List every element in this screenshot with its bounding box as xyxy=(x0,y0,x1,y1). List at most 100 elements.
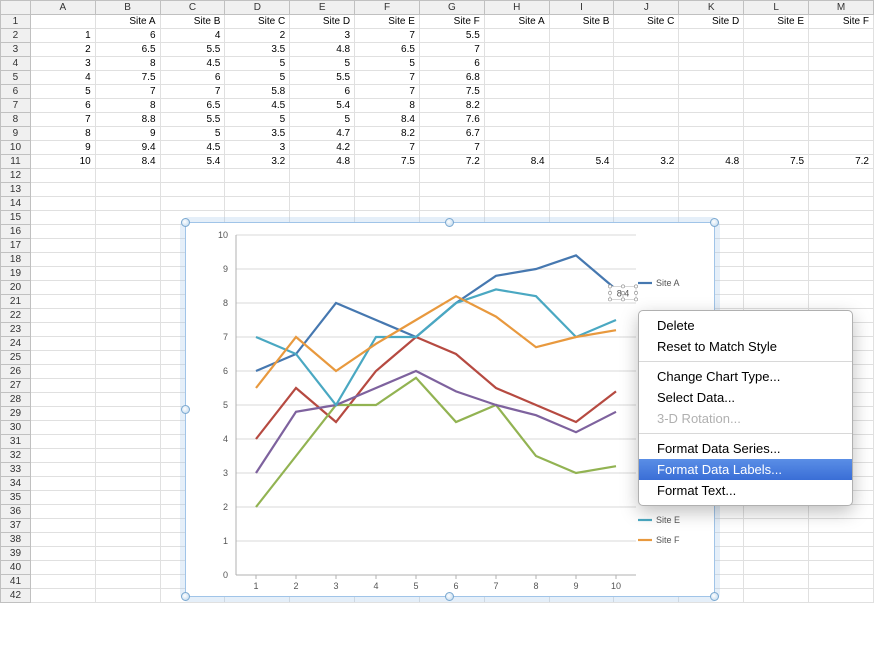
cell-A12[interactable] xyxy=(30,169,95,183)
col-header-B[interactable]: B xyxy=(95,1,160,15)
cell-B35[interactable] xyxy=(95,491,160,505)
cell-H4[interactable] xyxy=(484,57,549,71)
cell-J4[interactable] xyxy=(614,57,679,71)
row-header-3[interactable]: 3 xyxy=(1,43,31,57)
cell-I13[interactable] xyxy=(549,183,614,197)
menu-item-format-data-labels[interactable]: Format Data Labels... xyxy=(639,459,852,480)
cell-F10[interactable]: 7 xyxy=(355,141,420,155)
cell-B41[interactable] xyxy=(95,575,160,589)
row-header-42[interactable]: 42 xyxy=(1,589,31,603)
cell-H7[interactable] xyxy=(484,99,549,113)
cell-I14[interactable] xyxy=(549,197,614,211)
cell-B38[interactable] xyxy=(95,533,160,547)
cell-E7[interactable]: 5.4 xyxy=(290,99,355,113)
cell-B29[interactable] xyxy=(95,407,160,421)
cell-B22[interactable] xyxy=(95,309,160,323)
cell-L18[interactable] xyxy=(744,253,809,267)
cell-L5[interactable] xyxy=(744,71,809,85)
cell-B26[interactable] xyxy=(95,365,160,379)
cell-I7[interactable] xyxy=(549,99,614,113)
cell-M40[interactable] xyxy=(809,561,874,575)
cell-B16[interactable] xyxy=(95,225,160,239)
cell-A16[interactable] xyxy=(30,225,95,239)
cell-H6[interactable] xyxy=(484,85,549,99)
cell-J10[interactable] xyxy=(614,141,679,155)
cell-I12[interactable] xyxy=(549,169,614,183)
cell-B8[interactable]: 8.8 xyxy=(95,113,160,127)
cell-D9[interactable]: 3.5 xyxy=(225,127,290,141)
row-header-36[interactable]: 36 xyxy=(1,505,31,519)
cell-A20[interactable] xyxy=(30,281,95,295)
cell-G12[interactable] xyxy=(419,169,484,183)
cell-B21[interactable] xyxy=(95,295,160,309)
cell-B11[interactable]: 8.4 xyxy=(95,155,160,169)
cell-C5[interactable]: 6 xyxy=(160,71,225,85)
cell-B5[interactable]: 7.5 xyxy=(95,71,160,85)
cell-K7[interactable] xyxy=(679,99,744,113)
cell-H5[interactable] xyxy=(484,71,549,85)
context-menu[interactable]: DeleteReset to Match StyleChange Chart T… xyxy=(638,310,853,506)
cell-I10[interactable] xyxy=(549,141,614,155)
col-header-M[interactable]: M xyxy=(809,1,874,15)
series-line[interactable] xyxy=(256,378,616,507)
row-header-11[interactable]: 11 xyxy=(1,155,31,169)
row-header-4[interactable]: 4 xyxy=(1,57,31,71)
cell-B6[interactable]: 7 xyxy=(95,85,160,99)
row-header-15[interactable]: 15 xyxy=(1,211,31,225)
cell-M12[interactable] xyxy=(809,169,874,183)
cell-E11[interactable]: 4.8 xyxy=(290,155,355,169)
cell-D2[interactable]: 2 xyxy=(225,29,290,43)
cell-B25[interactable] xyxy=(95,351,160,365)
col-header-A[interactable]: A xyxy=(30,1,95,15)
cell-J13[interactable] xyxy=(614,183,679,197)
row-header-23[interactable]: 23 xyxy=(1,323,31,337)
cell-A17[interactable] xyxy=(30,239,95,253)
cell-B15[interactable] xyxy=(95,211,160,225)
cell-A8[interactable]: 7 xyxy=(30,113,95,127)
row-header-25[interactable]: 25 xyxy=(1,351,31,365)
row-header-20[interactable]: 20 xyxy=(1,281,31,295)
series-line[interactable] xyxy=(256,289,616,405)
cell-B2[interactable]: 6 xyxy=(95,29,160,43)
cell-G13[interactable] xyxy=(419,183,484,197)
menu-item-change-chart-type[interactable]: Change Chart Type... xyxy=(639,366,852,387)
cell-B18[interactable] xyxy=(95,253,160,267)
cell-A39[interactable] xyxy=(30,547,95,561)
row-header-5[interactable]: 5 xyxy=(1,71,31,85)
cell-M15[interactable] xyxy=(809,211,874,225)
cell-A33[interactable] xyxy=(30,463,95,477)
cell-L13[interactable] xyxy=(744,183,809,197)
cell-I9[interactable] xyxy=(549,127,614,141)
cell-G2[interactable]: 5.5 xyxy=(419,29,484,43)
cell-H9[interactable] xyxy=(484,127,549,141)
cell-M36[interactable] xyxy=(809,505,874,519)
cell-L38[interactable] xyxy=(744,533,809,547)
row-header-38[interactable]: 38 xyxy=(1,533,31,547)
cell-M4[interactable] xyxy=(809,57,874,71)
row-header-33[interactable]: 33 xyxy=(1,463,31,477)
cell-K4[interactable] xyxy=(679,57,744,71)
cell-G8[interactable]: 7.6 xyxy=(419,113,484,127)
cell-K9[interactable] xyxy=(679,127,744,141)
cell-A32[interactable] xyxy=(30,449,95,463)
line-chart[interactable]: 012345678910123456789108.4Site ASite ESi… xyxy=(186,223,716,598)
cell-A21[interactable] xyxy=(30,295,95,309)
cell-D11[interactable]: 3.2 xyxy=(225,155,290,169)
cell-B42[interactable] xyxy=(95,589,160,603)
cell-L36[interactable] xyxy=(744,505,809,519)
cell-L12[interactable] xyxy=(744,169,809,183)
cell-H10[interactable] xyxy=(484,141,549,155)
cell-H12[interactable] xyxy=(484,169,549,183)
cell-B9[interactable]: 9 xyxy=(95,127,160,141)
cell-C3[interactable]: 5.5 xyxy=(160,43,225,57)
cell-F7[interactable]: 8 xyxy=(355,99,420,113)
row-header-9[interactable]: 9 xyxy=(1,127,31,141)
cell-B17[interactable] xyxy=(95,239,160,253)
row-header-41[interactable]: 41 xyxy=(1,575,31,589)
cell-F13[interactable] xyxy=(355,183,420,197)
cell-D4[interactable]: 5 xyxy=(225,57,290,71)
cell-A2[interactable]: 1 xyxy=(30,29,95,43)
cell-L37[interactable] xyxy=(744,519,809,533)
cell-L9[interactable] xyxy=(744,127,809,141)
col-header-I[interactable]: I xyxy=(549,1,614,15)
